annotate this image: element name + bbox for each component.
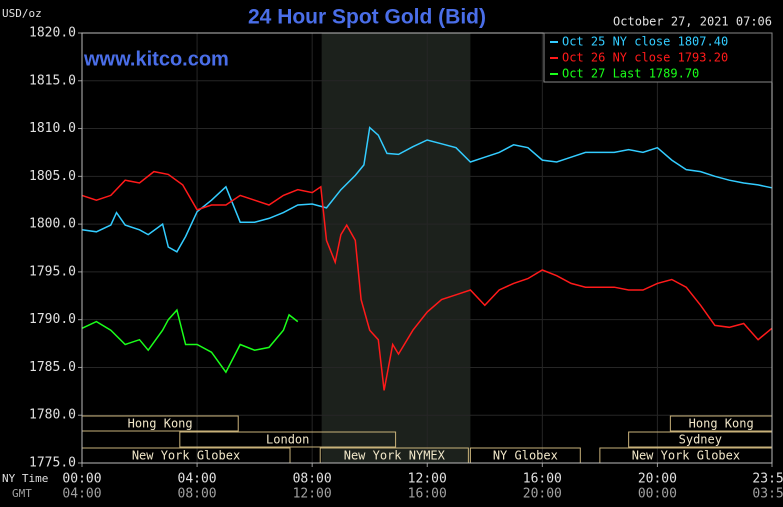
series-line [81,308,299,374]
x2-tick-label: 12:00 [293,487,332,502]
y-tick-label: 1805.0 [29,169,76,184]
legend-entry: Oct 25 NY close 1807.40 [562,35,728,49]
y-tick-label: 1820.0 [29,26,76,41]
x2-tick-label: 03:59 [752,487,783,502]
x-tick-label: 12:00 [408,472,447,487]
x2-tick-label: 20:00 [523,487,562,502]
x-tick-label: 04:00 [178,472,217,487]
session-shade [321,33,471,463]
session-label: Hong Kong [128,417,193,431]
x2-tick-label: 00:00 [638,487,677,502]
x-tick-label: 20:00 [638,472,677,487]
y-tick-label: 1815.0 [29,73,76,88]
legend-entry: Oct 27 Last 1789.70 [562,67,699,81]
x-tick-label: 00:00 [62,472,101,487]
y-tick-label: 1795.0 [29,264,76,279]
x2-axis-label: GMT [12,487,32,500]
x-tick-label: 08:00 [293,472,332,487]
legend-entry: Oct 26 NY close 1793.20 [562,51,728,65]
session-label: London [266,433,309,447]
y-tick-label: 1785.0 [29,360,76,375]
plot-frame [81,32,773,464]
y-unit-label: USD/oz [2,7,42,20]
session-label: New York Globex [132,449,240,463]
chart-title: 24 Hour Spot Gold (Bid) [248,6,486,29]
y-tick-label: 1775.0 [29,456,76,471]
session-label: New York NYMEX [344,449,446,463]
y-tick-label: 1810.0 [29,121,76,136]
series-line [81,126,773,253]
x-tick-label: 16:00 [523,472,562,487]
x-tick-label: 23:59 [752,472,783,487]
session-label: Sydney [679,433,722,447]
series-line [81,170,773,391]
session-label: Hong Kong [689,417,754,431]
x-axis-label: NY Time [2,472,48,485]
legend-box [543,32,773,83]
y-tick-label: 1780.0 [29,408,76,423]
timestamp: October 27, 2021 07:06 [613,15,772,29]
session-label: NY Globex [493,449,558,463]
x2-tick-label: 04:00 [62,487,101,502]
y-tick-label: 1790.0 [29,312,76,327]
session-label: New York Globex [632,449,740,463]
x2-tick-label: 08:00 [178,487,217,502]
y-tick-label: 1800.0 [29,217,76,232]
session-bar [179,431,397,448]
x2-tick-label: 16:00 [408,487,447,502]
watermark: www.kitco.com [83,48,229,70]
